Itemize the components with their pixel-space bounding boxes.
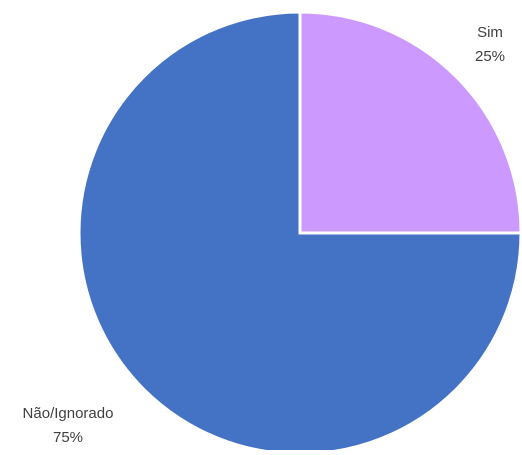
pie-slice-n-o-ignorado: [77, 10, 522, 455]
slice-category-label: Não/Ignorado: [23, 405, 114, 422]
pie-data-labels: Sim 25% Não/Ignorado 75%: [23, 24, 505, 446]
slice-category-label: Sim: [477, 24, 503, 41]
slice-percent-label: 25%: [475, 48, 505, 65]
pie-slice-sim: [298, 10, 522, 235]
slice-percent-label: 75%: [53, 429, 83, 446]
pie-slices: [77, 10, 522, 455]
